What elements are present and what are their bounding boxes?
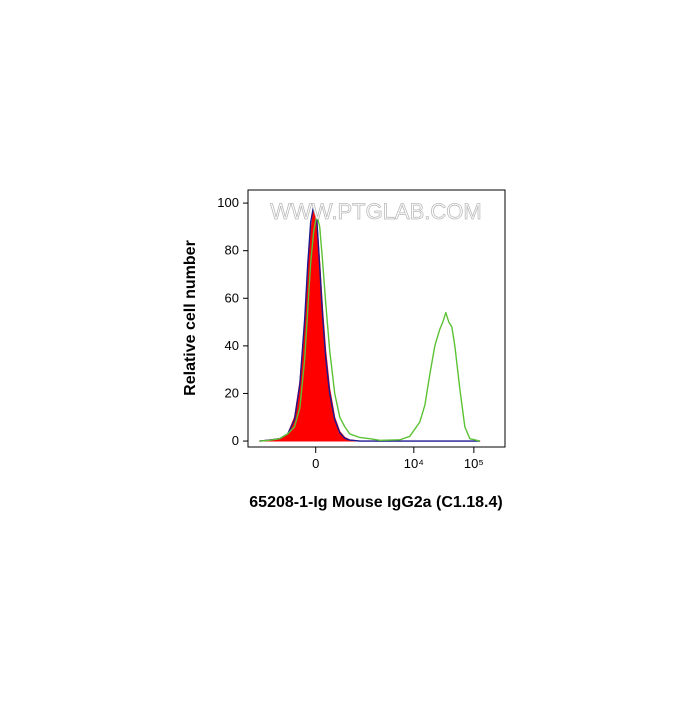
x-tick-label: 10⁴ <box>404 456 424 471</box>
y-axis-label: Relative cell number <box>182 240 199 396</box>
histogram-line <box>259 214 480 442</box>
histogram-line <box>259 204 480 442</box>
y-tick-label: 0 <box>232 433 239 448</box>
x-axis-label: 65208-1-Ig Mouse IgG2a (C1.18.4) <box>249 494 502 511</box>
watermark: WWW.PTGLAB.COM <box>270 199 481 224</box>
plot-frame <box>247 189 506 448</box>
x-tick-label: 0 <box>312 456 319 471</box>
y-tick-label: 60 <box>225 290 239 305</box>
y-tick-label: 40 <box>225 338 239 353</box>
y-tick-label: 100 <box>217 195 239 210</box>
y-tick-label: 20 <box>225 385 239 400</box>
x-tick-label: 10⁵ <box>464 456 484 471</box>
y-tick-label: 80 <box>225 243 239 258</box>
